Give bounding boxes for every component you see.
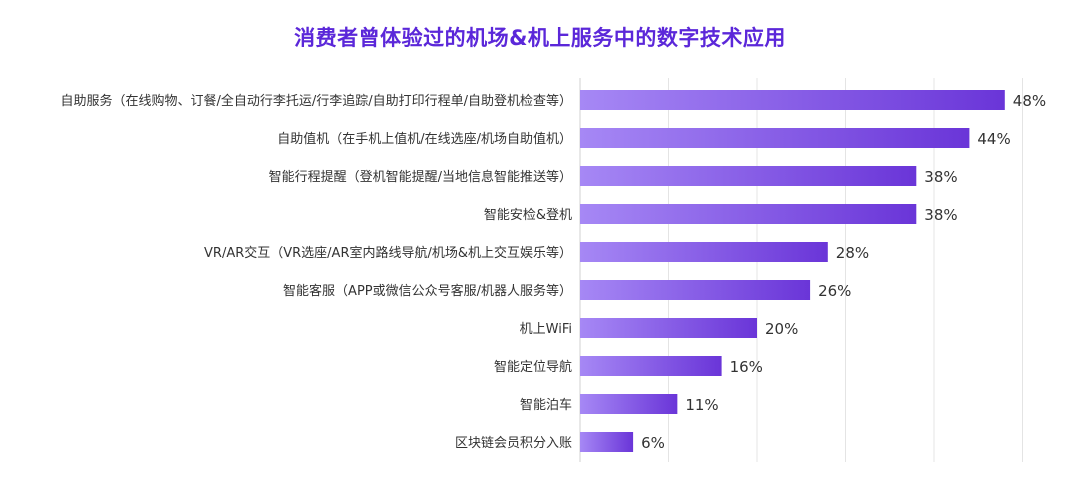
bar [580,166,917,186]
value-label: 48% [1013,92,1046,110]
chart-title: 消费者曾体验过的机场&机上服务中的数字技术应用 [294,26,786,50]
bar [580,318,757,338]
category-label: 机上WiFi [520,322,572,337]
value-label: 44% [977,130,1010,148]
bar [580,394,678,414]
value-label: 28% [836,244,869,262]
bar [580,356,722,376]
category-label: 智能客服（APP或微信公众号客服/机器人服务等） [283,283,572,299]
category-label: 智能泊车 [520,397,572,413]
value-label: 11% [685,396,718,414]
bar [580,280,811,300]
category-label: 区块链会员积分入账 [455,436,572,451]
category-label: 自助值机（在手机上值机/在线选座/机场自助值机） [277,131,572,147]
value-label: 38% [924,206,957,224]
category-label: 智能定位导航 [494,359,572,375]
category-label: 智能行程提醒（登机智能提醒/当地信息智能推送等） [269,169,572,185]
value-label: 16% [730,358,763,376]
value-label: 6% [641,434,665,452]
value-label: 26% [818,282,851,300]
bar [580,432,634,452]
value-label: 20% [765,320,798,338]
value-label: 38% [924,168,957,186]
category-label: 智能安检&登机 [484,208,572,223]
category-label: 自助服务（在线购物、订餐/全自动行李托运/行李追踪/自助打印行程单/自助登机检查… [60,93,572,109]
bar [580,204,917,224]
category-label: VR/AR交互（VR选座/AR室内路线导航/机场&机上交互娱乐等） [204,245,572,261]
bar [580,128,970,148]
bar [580,90,1005,110]
bar [580,242,828,262]
